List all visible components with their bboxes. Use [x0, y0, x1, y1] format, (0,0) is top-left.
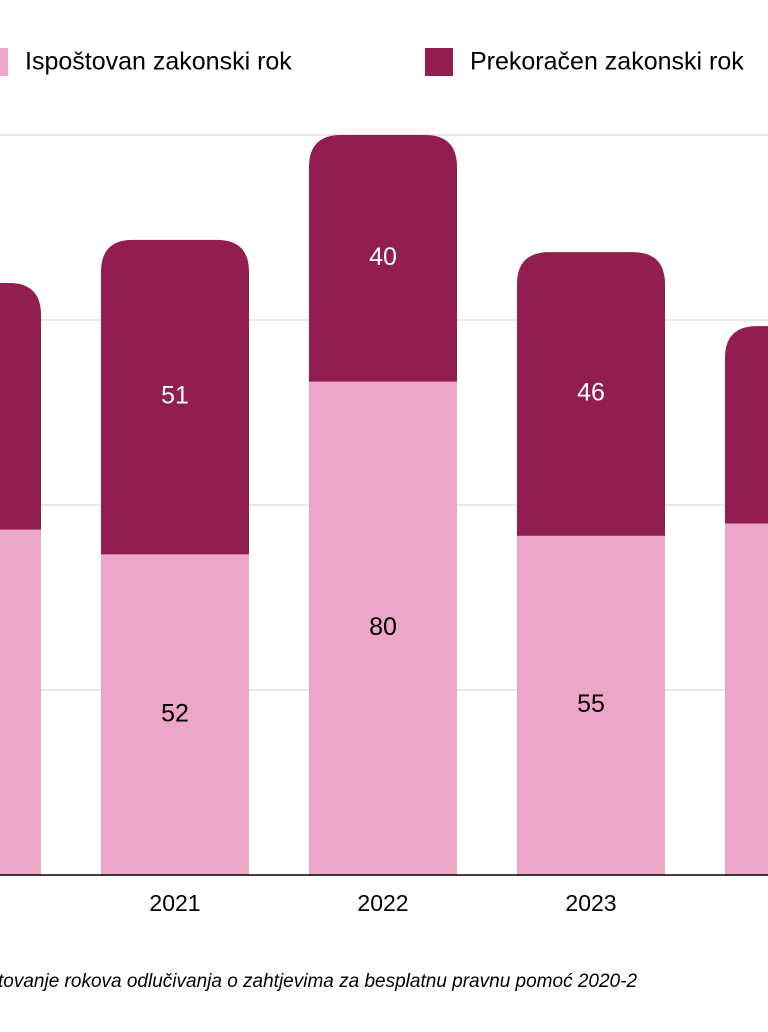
x-tick-label: 2021 — [149, 890, 200, 916]
value-label: 55 — [577, 690, 605, 718]
bar-segment — [101, 239, 249, 555]
caption: tovanje rokova odlučivanja o zahtjevima … — [0, 971, 637, 992]
x-tick-label: 2023 — [565, 890, 616, 916]
bar-segment — [0, 529, 41, 875]
bar-segment — [309, 381, 457, 875]
value-label: 51 — [161, 382, 189, 410]
legend-swatch — [0, 48, 8, 76]
value-label: 46 — [577, 379, 605, 407]
bar-segment — [517, 252, 665, 536]
bar-segment — [517, 535, 665, 875]
value-label: 52 — [161, 699, 189, 727]
legend-label: Prekoračen zakonski rok — [470, 48, 744, 76]
bar-segment — [0, 283, 41, 530]
legend-swatch — [425, 48, 453, 76]
bar-segment — [725, 523, 768, 875]
value-label: 80 — [369, 613, 397, 641]
value-label: 40 — [369, 243, 397, 271]
bar-segment — [725, 326, 768, 524]
x-tick-label: 2022 — [357, 890, 408, 916]
legend-label: Ispoštovan zakonski rok — [25, 48, 292, 76]
bar-segment — [101, 554, 249, 875]
bar-segment — [309, 135, 457, 382]
